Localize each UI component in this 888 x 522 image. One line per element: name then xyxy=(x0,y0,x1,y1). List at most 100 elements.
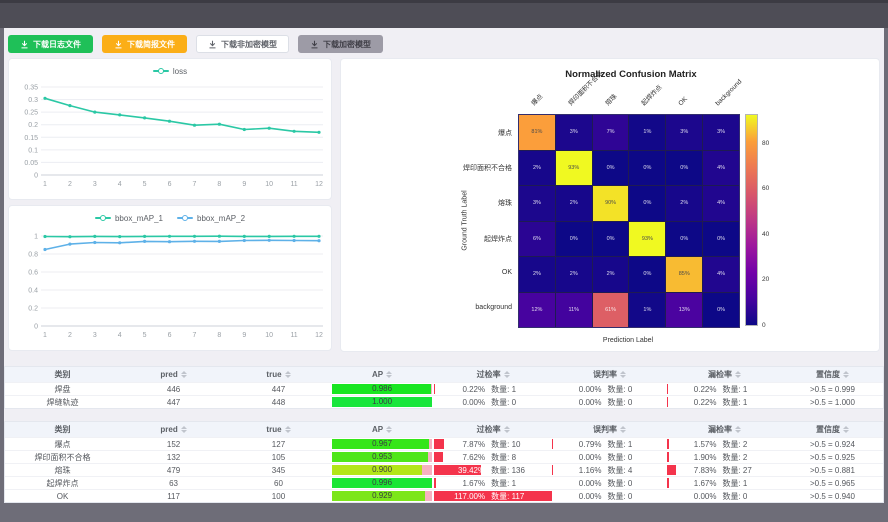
window-top-bar xyxy=(0,0,888,28)
sort-caret-icon xyxy=(284,371,291,378)
svg-text:9: 9 xyxy=(242,181,246,188)
cell-ap: 0.986 xyxy=(330,383,434,395)
sort-desc-icon xyxy=(734,430,741,433)
cell-pred: 63 xyxy=(169,478,179,488)
ap-remainder-bar xyxy=(422,465,433,475)
rate-percent: 0.79% xyxy=(578,439,602,449)
cell-true: 105 xyxy=(271,452,286,462)
cell-over-rate: 7.62% 数量: 8 xyxy=(434,451,552,463)
ap-value: 0.967 xyxy=(372,439,393,448)
map-chart-card: bbox_mAP_1 bbox_mAP_2 0 0.2 0.4 0.6 0.8 1 1 2 3 4 5… xyxy=(8,205,332,351)
cell-mis-rate: 0.00% 数量: 0 xyxy=(552,490,667,502)
matrix-row-label: 熔珠 xyxy=(498,200,512,208)
table-row: 爆点 152 127 0.967 7.87% 数量: 10 0.79% 数量: 1 1.57% 数… xyxy=(5,437,883,450)
column-header-pred[interactable]: pred xyxy=(120,367,227,382)
matrix-cell: 3% xyxy=(519,186,555,221)
matrix-cell: 0% xyxy=(629,186,666,221)
matrix-cell: 4% xyxy=(703,186,739,221)
cell-confidence: >0.5 = 0.924 xyxy=(810,439,855,449)
matrix-cell: 6% xyxy=(519,221,555,256)
cell-over-rate: 0.22% 数量: 1 xyxy=(434,383,552,395)
sort-asc-icon xyxy=(619,371,626,374)
cell-pred: 446 xyxy=(166,384,181,394)
sort-desc-icon xyxy=(619,430,626,433)
column-header-ap[interactable]: AP xyxy=(330,367,434,382)
legend-item-bbox_mAP_2[interactable]: bbox_mAP_2 xyxy=(177,214,245,223)
colorbar-tick-label: 60 xyxy=(762,185,770,193)
rate-count: 数量: 0 xyxy=(607,452,633,462)
table-row: 焊盘 446 447 0.986 0.22% 数量: 1 0.00% 数量: 0 0.22% 数量… xyxy=(5,382,883,395)
matrix-cell: 85% xyxy=(666,257,703,292)
matrix-cell: 93% xyxy=(629,221,666,256)
sort-asc-icon xyxy=(734,426,741,429)
rate-bar xyxy=(666,452,670,462)
column-header-conf[interactable]: 置信度 xyxy=(782,367,883,382)
rate-percent: 1.90% xyxy=(693,452,717,462)
column-header-mis[interactable]: 误判率 xyxy=(552,422,667,437)
column-header-ap[interactable]: AP xyxy=(330,422,434,437)
column-header-label: 误判率 xyxy=(592,425,617,434)
ap-value-bar xyxy=(331,397,433,407)
legend-ring-icon xyxy=(182,215,188,221)
svg-text:1: 1 xyxy=(34,234,38,241)
column-header-over[interactable]: 过检率 xyxy=(434,422,552,437)
column-header-over[interactable]: 过检率 xyxy=(434,367,552,382)
svg-text:0: 0 xyxy=(34,324,38,331)
rate-count: 数量: 0 xyxy=(722,491,748,501)
cell-confidence: >0.5 = 0.965 xyxy=(810,478,855,488)
sort-asc-icon xyxy=(284,371,291,374)
cell-miss-rate: 1.90% 数量: 2 xyxy=(666,451,782,463)
sort-asc-icon xyxy=(180,426,187,429)
legend-item-bbox_mAP_1[interactable]: bbox_mAP_1 xyxy=(94,214,163,223)
sort-desc-icon xyxy=(842,430,849,433)
cell-class-name: 焊缝轨迹 xyxy=(46,397,79,407)
svg-text:7: 7 xyxy=(193,332,197,339)
column-header-mis[interactable]: 误判率 xyxy=(552,367,667,382)
download-log-button[interactable]: 下载日志文件 xyxy=(8,35,93,53)
column-header-label: 过检率 xyxy=(476,425,501,434)
rate-percent: 1.67% xyxy=(693,478,717,488)
sort-desc-icon xyxy=(386,375,393,378)
download-icon xyxy=(21,40,28,48)
column-header-miss[interactable]: 漏检率 xyxy=(667,367,782,382)
cell-over-rate: 117.00% 数量: 117 xyxy=(434,490,552,502)
ap-value-bar xyxy=(331,452,428,462)
cell-miss-rate: 0.22% 数量: 1 xyxy=(666,396,782,408)
cell-over-rate: 1.67% 数量: 1 xyxy=(434,477,552,489)
rate-count: 数量: 1 xyxy=(722,478,748,488)
map-chart-legend: bbox_mAP_1 bbox_mAP_2 xyxy=(9,210,331,226)
download-unencrypted-model-button[interactable]: 下载非加密模型 xyxy=(196,35,289,53)
legend-label: loss xyxy=(172,66,188,76)
download-icon xyxy=(311,40,318,48)
column-header-miss[interactable]: 漏检率 xyxy=(667,422,782,437)
column-header-conf[interactable]: 置信度 xyxy=(782,422,883,437)
download-icon xyxy=(209,40,216,48)
svg-text:0.35: 0.35 xyxy=(24,85,38,92)
column-header-true[interactable]: true xyxy=(227,367,330,382)
sort-asc-icon xyxy=(180,371,187,374)
svg-text:8: 8 xyxy=(217,181,221,188)
column-header-pred[interactable]: pred xyxy=(120,422,227,437)
svg-text:0.6: 0.6 xyxy=(28,270,38,277)
cell-class-name: 起焊炸点 xyxy=(46,478,79,488)
sort-caret-icon xyxy=(386,371,393,378)
matrix-cell: 0% xyxy=(592,221,629,256)
legend-item-loss[interactable]: loss xyxy=(152,66,188,76)
table-header-row: 类别 pred true AP 过检率 误判率 漏检率 置信度 xyxy=(5,422,883,437)
cell-mis-rate: 0.00% 数量: 0 xyxy=(552,383,667,395)
download-encrypted-model-button[interactable]: 下载加密模型 xyxy=(298,35,383,53)
matrix-cell: 2% xyxy=(519,257,555,292)
sort-caret-icon xyxy=(503,426,510,433)
column-header-true[interactable]: true xyxy=(227,422,330,437)
matrix-cell: 4% xyxy=(703,257,739,292)
download-report-button[interactable]: 下载简报文件 xyxy=(102,35,187,53)
legend-line-icon xyxy=(177,215,193,221)
rate-percent: 0.00% xyxy=(578,452,602,462)
cell-true: 345 xyxy=(271,465,286,475)
matrix-cell: 0% xyxy=(592,150,629,185)
svg-text:5: 5 xyxy=(143,181,147,188)
confusion-matrix-xlabel: Prediction Label xyxy=(602,337,654,344)
rate-percent: 0.22% xyxy=(693,397,717,407)
svg-text:1: 1 xyxy=(43,332,47,339)
ap-value: 0.996 xyxy=(372,478,393,487)
